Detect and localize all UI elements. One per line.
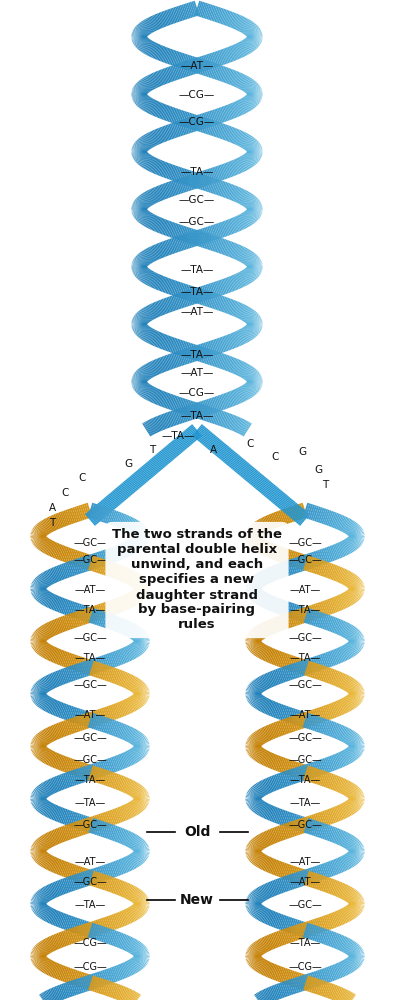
Text: —CG—: —CG— [179, 117, 215, 127]
Text: —GC—: —GC— [73, 733, 107, 743]
Text: —CG—: —CG— [179, 90, 215, 100]
Text: —AT—: —AT— [290, 710, 321, 720]
Text: —AT—: —AT— [180, 368, 214, 378]
Text: —GC—: —GC— [179, 217, 215, 227]
Text: —GC—: —GC— [73, 633, 107, 643]
Text: —TA—: —TA— [74, 798, 105, 808]
Text: —TA—: —TA— [74, 605, 105, 615]
Text: —GC—: —GC— [288, 820, 322, 830]
Text: —GC—: —GC— [73, 680, 107, 690]
Text: T: T [149, 445, 155, 455]
Text: —GC—: —GC— [73, 755, 107, 765]
Text: T: T [322, 480, 328, 490]
Text: —TA—: —TA— [180, 287, 214, 297]
Text: The two strands of the
parental double helix
unwind, and each
specifies a new
da: The two strands of the parental double h… [112, 528, 282, 632]
Text: —CG—: —CG— [73, 938, 107, 948]
Text: —GC—: —GC— [288, 900, 322, 910]
Text: —GC—: —GC— [179, 195, 215, 205]
Text: —TA—: —TA— [180, 167, 214, 177]
Text: —TA—: —TA— [290, 938, 321, 948]
Text: —GC—: —GC— [73, 538, 107, 548]
Text: —AT—: —AT— [180, 307, 214, 317]
Text: —GC—: —GC— [288, 538, 322, 548]
Text: G: G [298, 447, 306, 457]
Text: A: A [209, 445, 216, 455]
Text: —CG—: —CG— [288, 962, 322, 972]
Text: —TA—: —TA— [290, 798, 321, 808]
Text: —AT—: —AT— [74, 857, 105, 867]
Text: —GC—: —GC— [73, 820, 107, 830]
Text: New: New [180, 893, 214, 907]
Text: —TA—: —TA— [74, 653, 105, 663]
Text: —TA—: —TA— [180, 265, 214, 275]
Text: C: C [61, 488, 69, 498]
Text: G: G [314, 465, 322, 475]
Text: —AT—: —AT— [290, 877, 321, 887]
Text: C: C [246, 439, 254, 449]
Text: Old: Old [184, 825, 210, 839]
Text: —GC—: —GC— [288, 755, 322, 765]
Text: C: C [78, 473, 86, 483]
Text: —GC—: —GC— [73, 877, 107, 887]
Text: —AT—: —AT— [180, 61, 214, 71]
Text: —GC—: —GC— [73, 555, 107, 565]
Text: —TA—: —TA— [161, 431, 195, 441]
Text: —TA—: —TA— [180, 411, 214, 421]
Text: —TA—: —TA— [74, 775, 105, 785]
Text: —TA—: —TA— [74, 900, 105, 910]
Text: T: T [49, 518, 55, 528]
Text: —TA—: —TA— [290, 775, 321, 785]
Text: —CG—: —CG— [179, 388, 215, 398]
Text: —AT—: —AT— [290, 585, 321, 595]
Text: —AT—: —AT— [74, 710, 105, 720]
Text: —GC—: —GC— [288, 680, 322, 690]
Text: —CG—: —CG— [73, 962, 107, 972]
Text: C: C [271, 452, 279, 462]
Text: —AT—: —AT— [74, 585, 105, 595]
Text: —TA—: —TA— [180, 350, 214, 360]
Text: —AT—: —AT— [290, 857, 321, 867]
Text: —GC—: —GC— [288, 633, 322, 643]
Text: —GC—: —GC— [288, 555, 322, 565]
Text: G: G [124, 459, 132, 469]
Text: —TA—: —TA— [290, 605, 321, 615]
Text: A: A [49, 503, 56, 513]
Text: —TA—: —TA— [290, 653, 321, 663]
Text: —GC—: —GC— [288, 733, 322, 743]
